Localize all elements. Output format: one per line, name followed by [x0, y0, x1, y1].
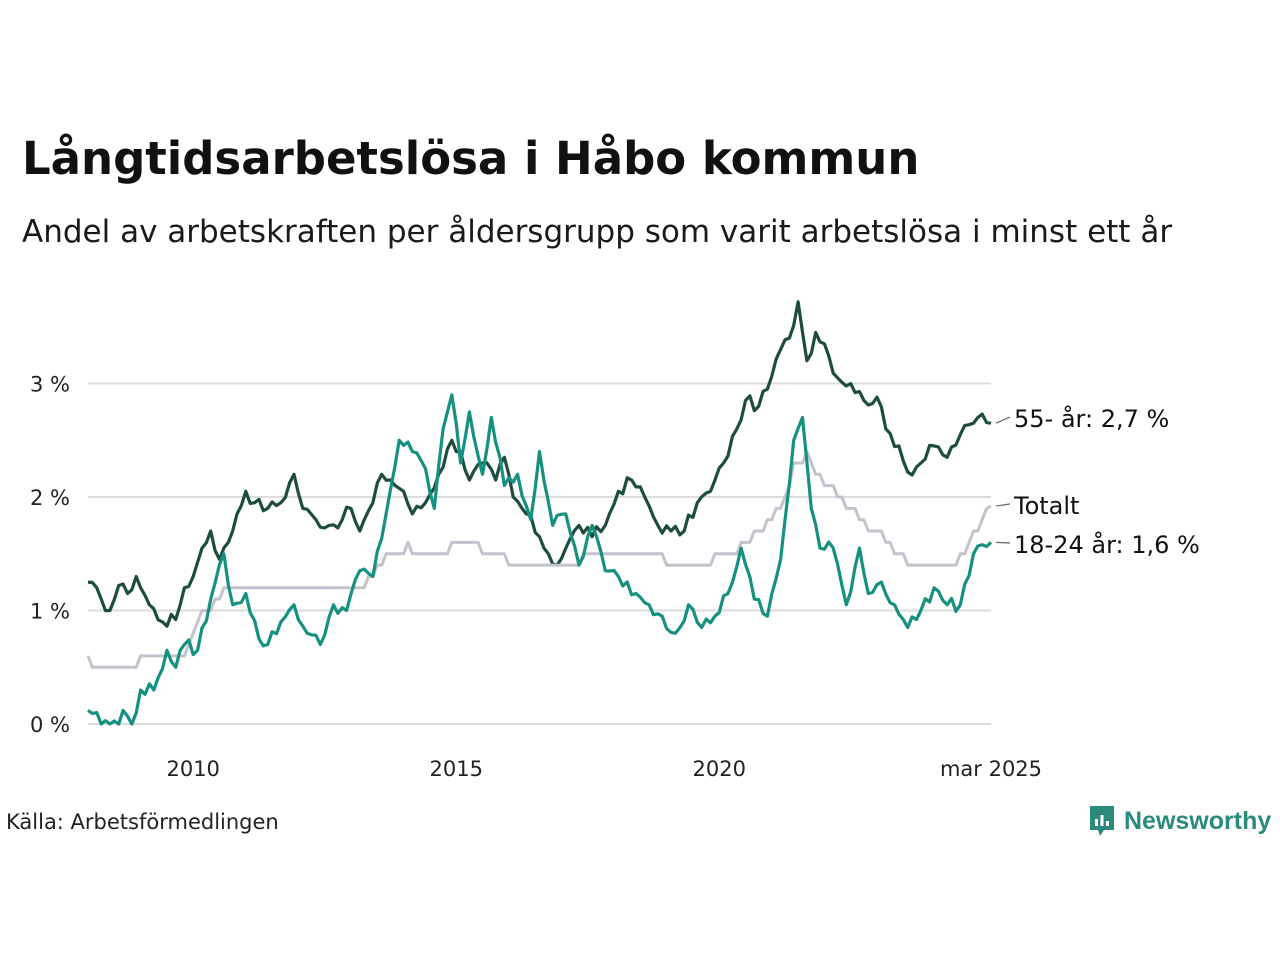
- brand-logo: Newsworthy: [1088, 804, 1271, 838]
- x-axis: 2010 2015 2020 mar 2025: [166, 757, 1042, 781]
- y-tick-label: 3 %: [30, 373, 70, 397]
- series-end-label: 18-24 år: 1,6 %: [1014, 530, 1200, 559]
- chart-title: Långtidsarbetslösa i Håbo kommun: [22, 132, 920, 185]
- x-tick-label: 2015: [429, 757, 482, 781]
- y-tick-label: 1 %: [30, 600, 70, 624]
- series-end-label: Totalt: [1013, 492, 1079, 520]
- label-leader: [995, 541, 1011, 544]
- series-line-totalt: [86, 450, 992, 669]
- x-tick-label: mar 2025: [940, 757, 1042, 781]
- x-tick-label: 2020: [692, 757, 745, 781]
- y-tick-label: 2 %: [30, 486, 70, 510]
- series-line-18-24: [87, 393, 993, 726]
- brand-name: Newsworthy: [1124, 806, 1272, 835]
- y-axis: 0 % 1 % 2 % 3 %: [30, 373, 70, 738]
- source-note: Källa: Arbetsförmedlingen: [6, 810, 279, 834]
- series-end-labels: 55- år: 2,7 % Totalt 18-24 år: 1,6 %: [995, 404, 1200, 559]
- newsworthy-logo-icon: [1090, 806, 1114, 836]
- line-chart: 0 % 1 % 2 % 3 % 2010 2015 2020 mar 2025 55- år…: [30, 300, 1200, 781]
- chart-subtitle: Andel av arbetskraften per åldersgrupp s…: [22, 214, 1173, 250]
- label-leader: [995, 416, 1011, 424]
- series-end-label: 55- år: 2,7 %: [1014, 404, 1169, 433]
- series-lines: [86, 300, 993, 726]
- series-line-55: [87, 300, 992, 628]
- label-leader: [995, 503, 1011, 507]
- y-tick-label: 0 %: [30, 713, 70, 737]
- x-tick-label: 2010: [166, 757, 219, 781]
